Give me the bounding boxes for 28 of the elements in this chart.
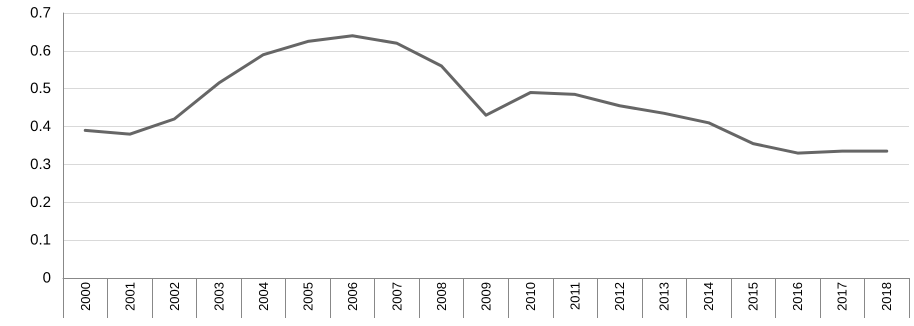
x-tick-label: 2018	[879, 282, 894, 311]
x-tick-label: 2010	[523, 282, 538, 311]
x-tick-label: 2000	[78, 282, 93, 311]
x-tick-label: 2006	[344, 282, 360, 311]
x-tick-label: 2016	[790, 282, 806, 311]
x-tick-label: 2011	[568, 282, 583, 310]
x-tick-label: 2013	[656, 282, 672, 311]
x-tick-label: 2001	[122, 282, 138, 311]
x-tick-label: 2008	[434, 282, 449, 311]
y-tick-label: 0.3	[30, 156, 51, 173]
x-tick-label: 2004	[256, 282, 271, 311]
y-tick-label: 0.7	[30, 4, 51, 22]
x-tick-label: 2007	[389, 282, 404, 311]
x-tick-label: 2005	[300, 282, 316, 311]
x-tick-label: 2017	[834, 282, 850, 311]
x-tick-label: 2002	[166, 282, 182, 311]
x-tick-label: 2003	[211, 282, 226, 311]
x-tick-label: 2009	[478, 282, 494, 311]
x-tick-label: 2015	[746, 282, 761, 311]
y-tick-label: 0.4	[30, 118, 51, 136]
y-tick-label: 0	[42, 270, 51, 286]
y-tick-label: 0.1	[30, 232, 51, 249]
y-tick-label: 0.6	[30, 42, 51, 60]
x-tick-label: 2012	[612, 282, 628, 311]
y-tick-label: 0.5	[30, 80, 51, 98]
y-tick-label: 0.2	[30, 194, 51, 211]
x-tick-label: 2014	[701, 282, 716, 311]
line-series	[84, 34, 888, 155]
